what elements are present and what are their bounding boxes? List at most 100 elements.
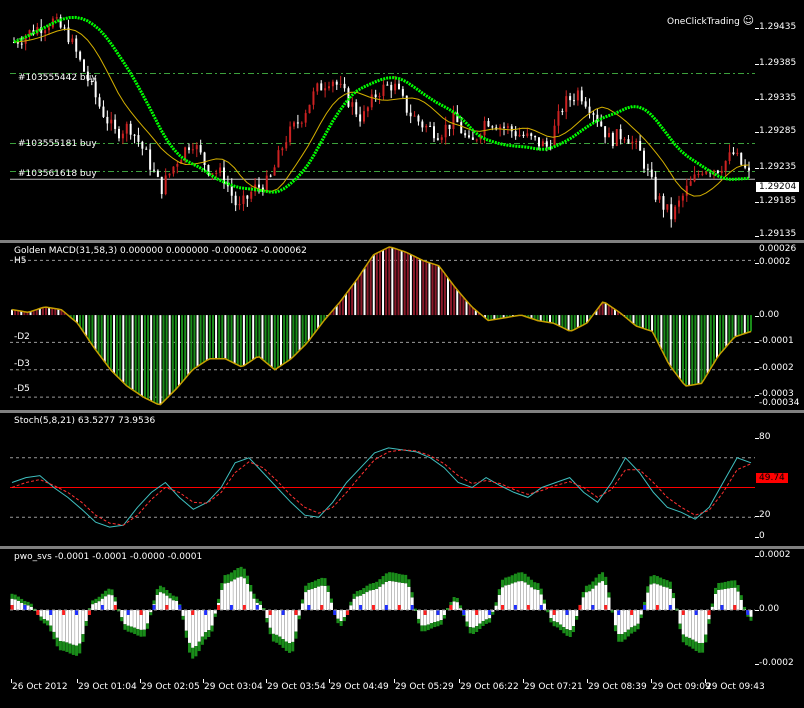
- price-tick: 1.29385: [759, 58, 797, 68]
- candle-body: [90, 80, 93, 82]
- candle-body: [203, 152, 206, 165]
- candle-body: [646, 168, 649, 170]
- one-click-trading-button[interactable]: OneClickTrading ☺: [667, 14, 755, 27]
- candle-body: [133, 134, 136, 136]
- candle-body: [258, 184, 260, 188]
- panel-separator[interactable]: [0, 240, 804, 243]
- stoch-panel[interactable]: Stoch(5,8,21) 63.5277 73.9536: [10, 414, 755, 544]
- candle-body: [650, 169, 653, 177]
- candle-body: [188, 147, 190, 151]
- candle-body: [693, 174, 696, 182]
- candle-body: [296, 122, 299, 124]
- candle-body: [114, 119, 117, 129]
- candle-body: [374, 94, 377, 98]
- time-label: 29 Oct 09:43: [706, 682, 765, 692]
- candle-body: [48, 27, 50, 31]
- candle-body: [207, 164, 210, 175]
- candle-body: [281, 148, 284, 151]
- price-tick: 1.29285: [759, 126, 797, 136]
- candle-body: [530, 133, 533, 136]
- candle-body: [713, 170, 715, 174]
- time-tick: [705, 679, 706, 683]
- time-label: 29 Oct 03:04: [204, 682, 263, 692]
- macd-tick: 0.0002: [759, 257, 791, 267]
- candle-body: [359, 114, 362, 122]
- candle-body: [421, 121, 424, 128]
- time-tick: [203, 679, 204, 683]
- candle-body: [413, 115, 416, 117]
- macd-level-d2: -D2: [14, 332, 30, 342]
- candle-body: [382, 84, 385, 96]
- candle-body: [510, 126, 513, 132]
- candle-body: [351, 102, 354, 107]
- candle-body: [483, 121, 486, 136]
- stoch-chart[interactable]: [10, 414, 755, 544]
- candle-body: [456, 112, 459, 123]
- candle-body: [401, 89, 404, 96]
- pwo-tick: 0.00: [759, 604, 780, 614]
- candle-body: [355, 102, 358, 115]
- candle-body: [277, 150, 280, 168]
- panel-separator[interactable]: [0, 546, 804, 549]
- price-tick: 1.29235: [759, 162, 797, 172]
- candle-body: [118, 128, 120, 139]
- current-price-tag: 1.29204: [756, 182, 800, 192]
- candle-body: [429, 125, 432, 127]
- candle-body: [83, 59, 85, 72]
- pwo-panel[interactable]: pwo_svs -0.0001 -0.0001 -0.0000 -0.0001: [10, 550, 755, 679]
- candle-body: [549, 146, 552, 148]
- stoch-signal-line: [11, 449, 752, 526]
- price-tick: 1.29435: [759, 22, 797, 32]
- candle-body: [293, 122, 295, 127]
- candle-body: [724, 160, 727, 171]
- macd-title: Golden MACD(31,58,3) 0.000000 0.000000 -…: [14, 246, 307, 256]
- candle-body: [211, 173, 214, 175]
- candle-body: [269, 175, 272, 177]
- candle-body: [584, 101, 587, 107]
- time-label: 29 Oct 08:39: [588, 682, 647, 692]
- candle-body: [436, 138, 439, 140]
- time-tick: [651, 679, 652, 683]
- candle-body: [732, 152, 735, 155]
- stoch-current-tag: 49.74: [756, 473, 788, 483]
- candle-body: [180, 160, 183, 164]
- candle-body: [219, 167, 222, 173]
- macd-chart[interactable]: [10, 244, 755, 408]
- candle-body: [246, 195, 249, 199]
- candle-body: [545, 141, 548, 147]
- candle-body: [600, 121, 603, 127]
- candle-body: [71, 38, 74, 43]
- price-panel[interactable]: #103555442 buy #103555181 buy #103561618…: [10, 7, 755, 238]
- candle-body: [588, 106, 591, 114]
- candle-body: [98, 97, 101, 107]
- candle-body: [238, 203, 241, 206]
- pwo-chart[interactable]: [10, 550, 755, 679]
- moving-average-line: [13, 28, 750, 197]
- candle-body: [689, 181, 692, 186]
- candle-body: [67, 27, 70, 43]
- candle-body: [541, 141, 544, 147]
- candle-body: [662, 196, 665, 210]
- candle-body: [285, 142, 288, 149]
- price-axis: 1.29435 1.29385 1.29335 1.29285 1.29235 …: [755, 7, 804, 239]
- candle-body: [670, 204, 673, 220]
- candle-body: [705, 171, 708, 174]
- price-chart[interactable]: [10, 7, 755, 238]
- candle-body: [643, 150, 645, 169]
- candle-body: [230, 186, 233, 196]
- candle-body: [596, 114, 599, 122]
- time-label: 29 Oct 06:22: [460, 682, 519, 692]
- candle-body: [409, 112, 412, 117]
- candle-body: [444, 124, 447, 138]
- panel-separator[interactable]: [0, 410, 804, 413]
- candle-body: [631, 141, 634, 144]
- candle-body: [460, 122, 463, 134]
- macd-panel[interactable]: Golden MACD(31,58,3) 0.000000 0.000000 -…: [10, 244, 755, 408]
- pwo-tick: -0.0002: [759, 658, 794, 668]
- candle-body: [289, 126, 292, 143]
- candle-body: [592, 113, 595, 115]
- candle-body: [580, 90, 583, 102]
- candle-body: [339, 83, 342, 85]
- macd-tick: -0.0001: [759, 336, 794, 346]
- candle-body: [573, 100, 575, 102]
